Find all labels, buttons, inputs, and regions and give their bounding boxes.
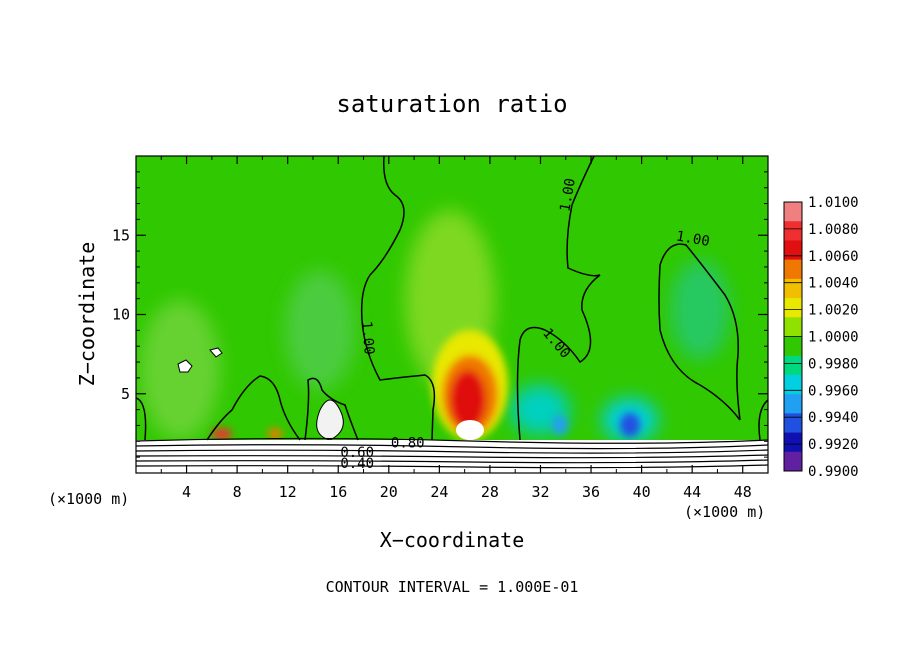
red-patch bbox=[212, 428, 232, 440]
colorbar-swatch bbox=[784, 221, 802, 241]
red-patch bbox=[268, 428, 282, 440]
contour-line bbox=[360, 156, 436, 441]
contour-line bbox=[516, 156, 601, 441]
x-tick-label: 8 bbox=[233, 483, 242, 501]
colorbar-swatch bbox=[784, 202, 802, 222]
colorbar-label: 1.0020 bbox=[808, 303, 859, 319]
y-axis-label: Z−coordinate bbox=[75, 242, 99, 387]
colorbar-label: 0.9900 bbox=[808, 464, 859, 480]
light-green-region bbox=[285, 270, 355, 390]
x-tick-label: 40 bbox=[633, 483, 651, 501]
colorbar-label: 0.9940 bbox=[808, 410, 859, 426]
colorbar-label: 0.9980 bbox=[808, 356, 859, 372]
contour-line bbox=[758, 399, 768, 441]
contour-line bbox=[206, 375, 301, 441]
saturated-core bbox=[456, 420, 484, 440]
colorbar-swatch bbox=[784, 451, 802, 472]
contour-label: 0.80 bbox=[391, 436, 425, 452]
x-tick-label: 20 bbox=[380, 483, 398, 501]
small-white-patch bbox=[316, 399, 344, 441]
y-tick-label: 5 bbox=[121, 385, 130, 403]
x-unit-right: (×1000 m) bbox=[684, 503, 765, 521]
colorbar-swatch bbox=[784, 374, 802, 395]
unity-contours bbox=[136, 156, 768, 441]
x-tick-label: 44 bbox=[683, 483, 701, 501]
x-tick-label: 28 bbox=[481, 483, 499, 501]
blue-patch bbox=[620, 413, 640, 437]
colorbar-swatch bbox=[784, 413, 802, 434]
colorbar-label: 1.0000 bbox=[808, 330, 859, 346]
red-plume bbox=[450, 370, 486, 430]
contour-line bbox=[658, 243, 741, 421]
y-tick-label: 15 bbox=[112, 226, 130, 244]
small-white-patch bbox=[209, 347, 223, 358]
contour-label: 1.00 bbox=[675, 228, 711, 250]
x-tick-label: 4 bbox=[182, 483, 191, 501]
colorbar-label: 0.9920 bbox=[808, 437, 859, 453]
colorbar-swatch bbox=[784, 278, 802, 299]
colorbar-swatch bbox=[784, 298, 802, 318]
colorbar-swatch bbox=[784, 355, 802, 376]
x-unit-left: (×1000 m) bbox=[48, 490, 129, 508]
colorbar-swatch bbox=[784, 317, 802, 337]
colorbar-swatch bbox=[784, 259, 802, 280]
colorbar-label: 0.9960 bbox=[808, 383, 859, 399]
colorbar-swatch bbox=[784, 336, 802, 357]
x-axis-label: X−coordinate bbox=[380, 528, 525, 552]
colorbar-swatch bbox=[784, 394, 802, 414]
colorbar-label: 1.0100 bbox=[808, 195, 859, 211]
contour-line bbox=[304, 377, 359, 441]
y-axis: 5 10 15 bbox=[112, 171, 768, 458]
colorbar-label: 1.0080 bbox=[808, 222, 859, 238]
y-tick-label: 10 bbox=[112, 306, 130, 324]
heatmap-field bbox=[136, 156, 768, 473]
boundary-contours bbox=[136, 437, 768, 469]
blue-patch bbox=[552, 415, 568, 435]
x-tick-label: 48 bbox=[734, 483, 752, 501]
colorbar-swatch bbox=[784, 432, 802, 453]
x-tick-label: 24 bbox=[430, 483, 448, 501]
small-white-patch bbox=[177, 359, 193, 373]
x-tick-label: 32 bbox=[531, 483, 549, 501]
colorbar-label: 1.0040 bbox=[808, 276, 859, 292]
contour-label: 1.00 bbox=[358, 320, 377, 355]
chart-title: saturation ratio bbox=[336, 90, 567, 118]
colorbar-swatch bbox=[784, 240, 802, 261]
light-green-region bbox=[670, 260, 730, 360]
contour-label: 1.00 bbox=[557, 177, 579, 213]
colorbar: 1.0100 1.0080 1.0060 1.0040 1.0020 1.0000 0.99… bbox=[783, 195, 859, 480]
contour-line bbox=[136, 397, 147, 441]
x-axis: 4 8 12 16 20 24 28 32 36 40 44 48 bbox=[160, 156, 752, 501]
x-tick-label: 12 bbox=[279, 483, 297, 501]
plume-shading bbox=[212, 330, 640, 440]
contour-label: 0.60 bbox=[340, 445, 374, 461]
colorbar-label: 1.0060 bbox=[808, 249, 859, 265]
contour-label: 0.40 bbox=[340, 456, 374, 472]
contour-interval-note: CONTOUR INTERVAL = 1.000E-01 bbox=[326, 578, 579, 596]
x-tick-label: 36 bbox=[582, 483, 600, 501]
x-tick-label: 16 bbox=[329, 483, 347, 501]
